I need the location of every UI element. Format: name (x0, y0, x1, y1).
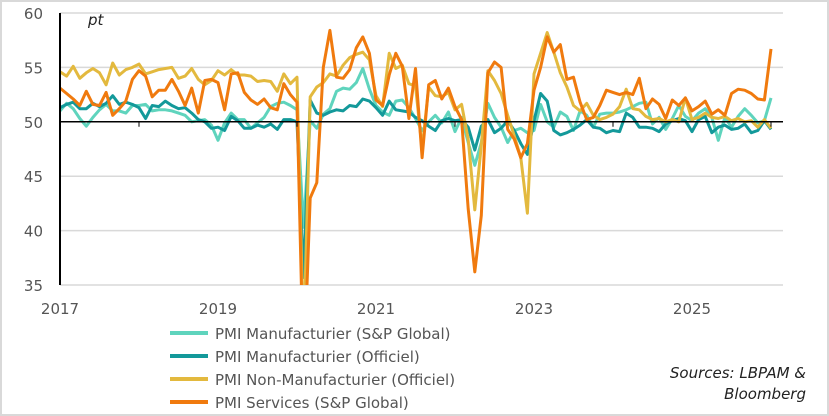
legend-label: PMI Services (S&P Global) (215, 394, 409, 412)
series-line-2 (60, 92, 773, 279)
y-tick-label: 40 (24, 223, 43, 241)
legend: PMI Manufacturier (S&P Global) PMI Manufa… (170, 325, 455, 412)
axes (59, 13, 783, 285)
legend-label: PMI Manufacturier (S&P Global) (215, 325, 451, 343)
sources-line-1: Sources: LBPAM & (670, 364, 806, 382)
y-tick-labels: 35 40 45 50 55 60 (24, 5, 43, 295)
series-line-4 (60, 28, 773, 285)
x-tick-label: 2025 (673, 300, 711, 318)
legend-label: PMI Manufacturier (Officiel) (215, 348, 420, 366)
sources-line-2: Bloomberg (724, 385, 806, 403)
y-tick-label: 50 (24, 114, 43, 132)
y-tick-label: 45 (24, 168, 43, 186)
x-tick-label: 2023 (515, 300, 553, 318)
series-lines (60, 28, 773, 285)
y-tick-label: 35 (24, 277, 43, 295)
x-tick-labels: 2017 2019 2021 2023 2025 (41, 300, 711, 318)
legend-label: PMI Non-Manufacturier (Officiel) (215, 371, 455, 389)
unit-label: pt (87, 11, 105, 29)
x-tick-label: 2021 (357, 300, 395, 318)
y-tick-label: 55 (24, 59, 43, 77)
y-tick-label: 60 (24, 5, 43, 23)
gridlines (60, 12, 783, 286)
x-tick-label: 2019 (199, 300, 237, 318)
x-tick-label: 2017 (41, 300, 79, 318)
